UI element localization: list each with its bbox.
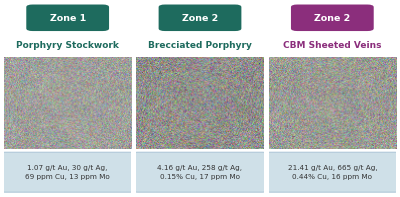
FancyBboxPatch shape [159,5,241,31]
Text: CBM Sheeted Veins: CBM Sheeted Veins [283,41,382,50]
Text: 1.07 g/t Au, 30 g/t Ag,
69 ppm Cu, 13 ppm Mo: 1.07 g/t Au, 30 g/t Ag, 69 ppm Cu, 13 pp… [25,165,110,180]
FancyBboxPatch shape [267,152,397,192]
FancyBboxPatch shape [3,152,133,192]
Text: Zone 2: Zone 2 [314,14,350,23]
Text: Porphyry Stockwork: Porphyry Stockwork [16,41,119,50]
FancyBboxPatch shape [26,5,109,31]
Text: Zone 1: Zone 1 [50,14,86,23]
Text: 4.16 g/t Au, 258 g/t Ag,
0.15% Cu, 17 ppm Mo: 4.16 g/t Au, 258 g/t Ag, 0.15% Cu, 17 pp… [158,165,242,180]
FancyBboxPatch shape [291,5,374,31]
Text: Brecciated Porphyry: Brecciated Porphyry [148,41,252,50]
Text: Zone 2: Zone 2 [182,14,218,23]
Text: 21.41 g/t Au, 665 g/t Ag,
0.44% Cu, 16 ppm Mo: 21.41 g/t Au, 665 g/t Ag, 0.44% Cu, 16 p… [288,165,377,180]
FancyBboxPatch shape [135,152,265,192]
